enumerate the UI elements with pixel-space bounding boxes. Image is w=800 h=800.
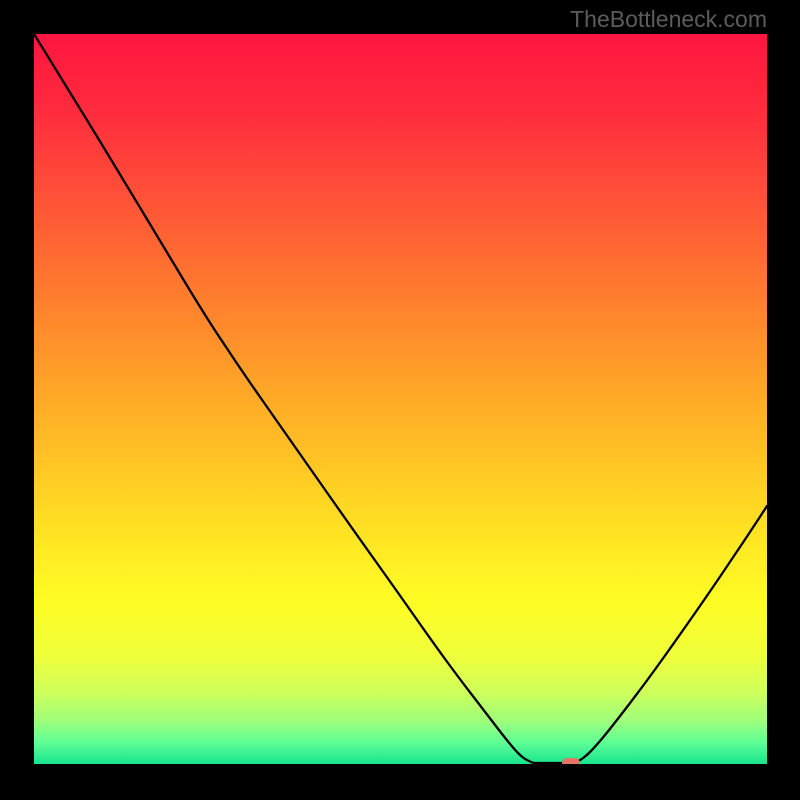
chart-svg (34, 34, 767, 764)
watermark-text: TheBottleneck.com (570, 6, 767, 33)
optimal-point-marker (562, 758, 580, 764)
gradient-background (34, 34, 767, 764)
plot-area (34, 34, 767, 764)
chart-frame: TheBottleneck.com (0, 0, 800, 800)
